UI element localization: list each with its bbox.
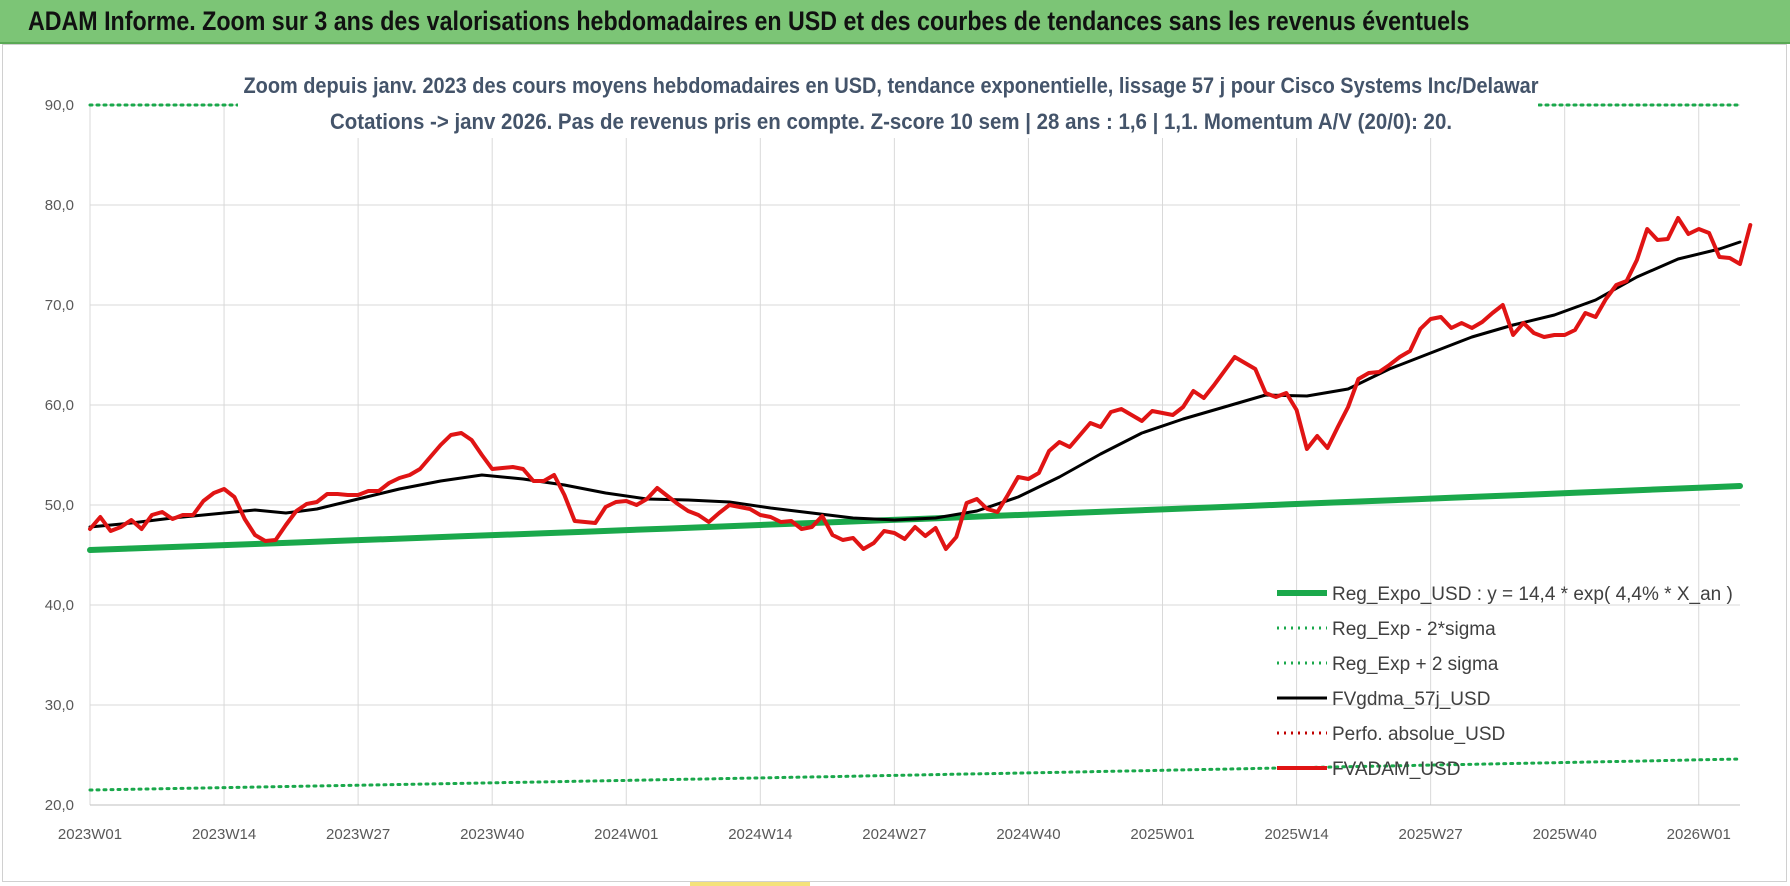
x-tick-label: 2023W27 [326, 826, 390, 843]
x-tick-label: 2024W27 [862, 826, 926, 843]
legend-entry: Reg_Exp - 2*sigma [1332, 619, 1496, 640]
bottom-accent-bar [690, 882, 810, 886]
chart-subtitle-line1: Zoom depuis janv. 2023 des cours moyens … [244, 73, 1539, 98]
y-tick-label: 30,0 [45, 697, 74, 714]
x-tick-label: 2024W01 [594, 826, 658, 843]
report-header-banner: ADAM Informe. Zoom sur 3 ans des valoris… [0, 0, 1790, 44]
chart-subtitle-line2: Cotations -> janv 2026. Pas de revenus p… [330, 109, 1452, 134]
chart-gridlines [89, 104, 1740, 806]
legend-entry: Reg_Exp + 2 sigma [1332, 654, 1499, 675]
x-tick-label: 2023W14 [192, 826, 256, 843]
x-tick-label: 2025W27 [1399, 826, 1463, 843]
y-tick-label: 90,0 [45, 97, 74, 114]
chart-legend: Reg_Expo_USD : y = 14,4 * exp( 4,4% * X_… [1277, 584, 1733, 780]
legend-entry: Reg_Expo_USD : y = 14,4 * exp( 4,4% * X_… [1332, 584, 1733, 605]
x-tick-label: 2025W14 [1264, 826, 1328, 843]
x-tick-label: 2023W40 [460, 826, 524, 843]
y-tick-label: 20,0 [45, 797, 74, 814]
fvadam-usd-line [88, 216, 1753, 551]
reg-exp-minus-2sigma-line [88, 757, 1742, 792]
chart-frame [2, 44, 1787, 882]
report-title: ADAM Informe. Zoom sur 3 ans des valoris… [28, 6, 1470, 36]
x-tick-label: 2024W14 [728, 826, 792, 843]
legend-entry: FVgdma_57j_USD [1332, 689, 1490, 710]
fvgdma-57j-usd-line [88, 240, 1742, 529]
y-tick-label: 40,0 [45, 597, 74, 614]
x-tick-label: 2023W01 [58, 826, 122, 843]
y-tick-label: 60,0 [45, 397, 74, 414]
chart-series [87, 103, 1753, 792]
y-tick-label: 50,0 [45, 497, 74, 514]
x-tick-label: 2025W01 [1130, 826, 1194, 843]
x-tick-label: 2024W40 [996, 826, 1060, 843]
subtitle-backdrop [238, 68, 1538, 138]
x-tick-label: 2026W01 [1667, 826, 1731, 843]
legend-entry: FVADAM_USD [1332, 759, 1460, 780]
y-tick-label: 80,0 [45, 197, 74, 214]
legend-entry: Perfo. absolue_USD [1332, 724, 1505, 745]
x-axis-ticks: 2023W01 2023W14 2023W27 2023W40 2024W01 2024W… [58, 826, 1731, 843]
y-tick-label: 70,0 [45, 297, 74, 314]
x-tick-label: 2025W40 [1533, 826, 1597, 843]
y-axis-ticks: 20,0 30,0 40,0 50,0 60,0 70,0 80,0 90,0 [45, 97, 74, 814]
